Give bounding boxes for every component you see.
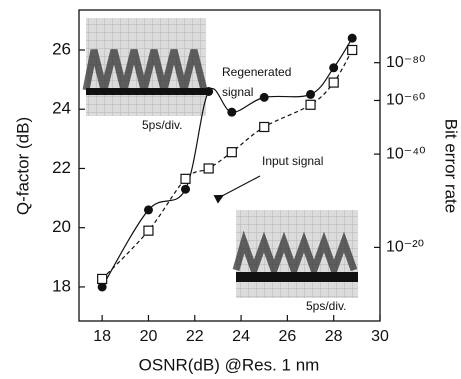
y2-axis-title: Bit error rate — [442, 119, 461, 213]
x-tick-label: 28 — [325, 328, 343, 345]
point — [260, 122, 269, 131]
y-tick-label: 26 — [52, 39, 71, 58]
annotation: 5ps/div. — [142, 118, 182, 132]
x-tick-label: 30 — [371, 328, 389, 345]
point — [306, 100, 315, 109]
x-tick-label: 26 — [278, 328, 296, 345]
point — [204, 87, 213, 96]
point — [348, 45, 357, 54]
y-tick-label: 20 — [52, 217, 71, 236]
point — [204, 164, 213, 173]
point — [329, 78, 338, 87]
point — [144, 205, 153, 214]
point — [348, 34, 357, 43]
y-tick-label: 24 — [52, 99, 71, 118]
point — [181, 174, 190, 183]
point — [181, 185, 190, 194]
annotation: Input signal — [262, 154, 323, 168]
point — [227, 148, 236, 157]
arrow — [222, 176, 260, 196]
point — [329, 63, 338, 72]
x-tick-label: 24 — [232, 328, 250, 345]
y2-tick-label: 10⁻²⁰ — [386, 239, 424, 256]
point — [260, 93, 269, 102]
y2-tick-label: 10⁻⁴⁰ — [386, 145, 426, 162]
y2-tick-label: 10⁻⁶⁰ — [386, 92, 425, 109]
y-axis-title: Q-factor (dB) — [13, 117, 32, 215]
y-tick-label: 18 — [52, 276, 71, 295]
point — [144, 226, 153, 235]
chart: Regenerated signal Input signal 5ps/div.… — [0, 0, 461, 379]
eye-inset-2 — [236, 210, 358, 298]
x-tick-label: 20 — [140, 328, 158, 345]
y2-tick-label: 10⁻⁸⁰ — [386, 54, 425, 71]
x-tick-label: 18 — [93, 328, 111, 345]
point — [227, 108, 236, 117]
point — [306, 90, 315, 99]
x-tick-label: 22 — [186, 328, 204, 345]
annotation: Regenerated — [222, 65, 291, 79]
annotation: 5ps/div. — [306, 299, 346, 313]
annotation: signal — [222, 85, 253, 99]
y-tick-label: 22 — [52, 158, 71, 177]
eye-inset-1 — [86, 18, 206, 116]
x-axis-title: OSNR(dB) @Res. 1 nm — [139, 355, 320, 374]
point — [98, 274, 107, 283]
